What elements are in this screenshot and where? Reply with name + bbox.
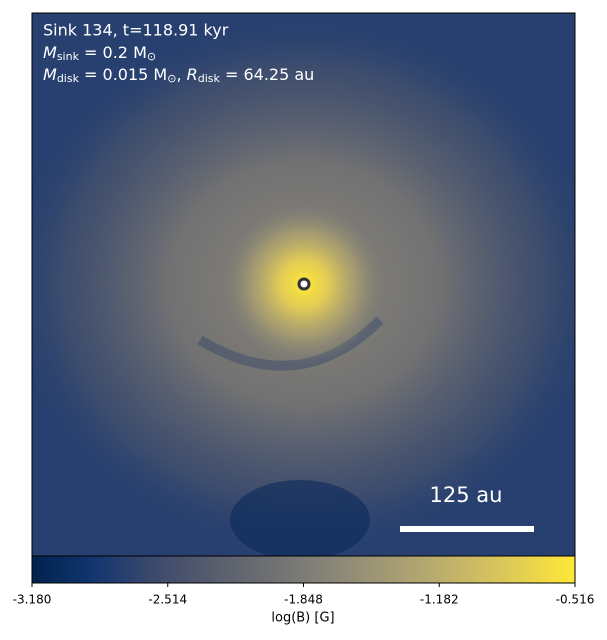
symbol: M [43, 65, 57, 84]
subscript: sink [57, 50, 80, 63]
symbol: R [187, 65, 198, 84]
colorbar-tick-label: -1.182 [420, 593, 459, 607]
annotation: Msink = 0.2 M⊙ [43, 43, 156, 64]
subscript: disk [198, 72, 221, 85]
subscript: ⊙ [147, 50, 156, 63]
scale-bar-label: 125 au [430, 483, 503, 507]
colorbar [31, 555, 576, 584]
sink-marker [297, 277, 311, 291]
text: , [176, 65, 186, 84]
colorbar-tick-label: -1.848 [284, 593, 323, 607]
text: = 64.25 au [220, 65, 314, 84]
colorbar-tick-label: -0.516 [556, 593, 595, 607]
subscript: ⊙ [167, 72, 176, 85]
symbol: M [43, 43, 57, 62]
annotation: Mdisk = 0.015 M⊙, Rdisk = 64.25 au [43, 65, 314, 86]
colorbar-label: log(B) [G] [271, 611, 334, 626]
scale-bar [400, 526, 534, 532]
subscript: disk [57, 72, 80, 85]
colorbar-tick-label: -3.180 [13, 593, 52, 607]
annotation: Sink 134, t=118.91 kyr [43, 21, 229, 40]
colorbar-tick-label: -2.514 [148, 593, 187, 607]
text: = 0.2 M [79, 43, 147, 62]
text: = 0.015 M [79, 65, 167, 84]
